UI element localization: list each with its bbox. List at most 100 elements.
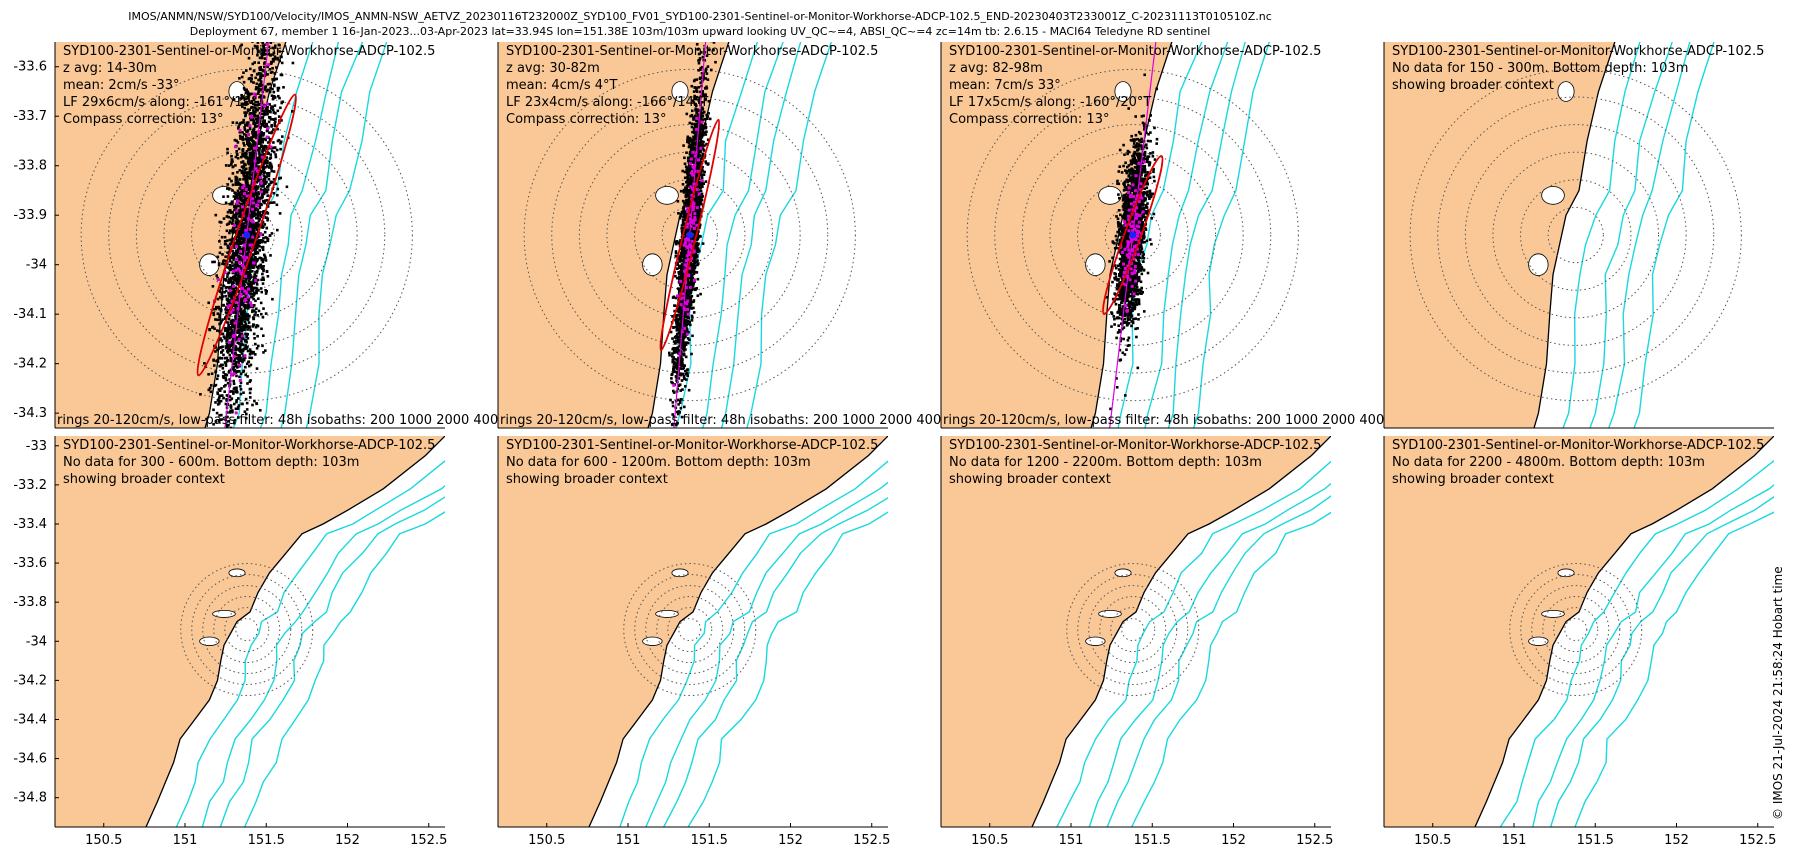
- isobath-1000: [259, 42, 340, 428]
- y-tick-label: -34: [26, 634, 47, 649]
- isobath-2000: [1167, 42, 1246, 428]
- coastline: [1533, 42, 1616, 428]
- panel-footer: rings 20-120cm/s, low-pass filter: 48h i…: [500, 413, 950, 428]
- isobath-1000: [701, 42, 784, 428]
- land-area: [1384, 436, 1774, 827]
- y-tick-label: -34.6: [13, 752, 47, 767]
- velocity-ring-20: [235, 618, 259, 642]
- x-tick-label: 151.5: [248, 833, 285, 848]
- velocity-ring-100: [108, 96, 386, 374]
- map-plot-area: [941, 42, 1299, 428]
- x-tick-label: 152: [1221, 833, 1246, 848]
- x-tick-label: 152.5: [1296, 833, 1333, 848]
- isobath-4000: [1130, 511, 1331, 827]
- x-tick-label: 151: [1059, 833, 1084, 848]
- map-panel-4: SYD100-2301-Sentinel-or-Monitor-Workhors…: [13, 436, 447, 848]
- x-tick-label: 152: [778, 833, 803, 848]
- x-tick-label: 152: [1664, 833, 1689, 848]
- y-tick-label: -34.3: [13, 406, 47, 421]
- mean-velocity-marker: [686, 231, 694, 239]
- bay-inlet-1: [199, 253, 220, 276]
- isobath-200: [675, 42, 759, 428]
- panel-header: SYD100-2301-Sentinel-or-Monitor-Workhors…: [63, 44, 435, 59]
- isobath-2000: [720, 42, 802, 428]
- isobath-1000: [1532, 483, 1774, 827]
- bay-inlet-0: [1098, 186, 1122, 205]
- panel-info-line-1: showing broader context: [1392, 78, 1554, 93]
- isobath-2000: [1106, 495, 1331, 827]
- isobath-4000: [687, 511, 888, 827]
- coastline: [647, 42, 730, 428]
- velocity-ring-80: [135, 124, 358, 346]
- land-area: [55, 42, 286, 428]
- x-tick-label: 150.5: [85, 833, 122, 848]
- panel-header: SYD100-2301-Sentinel-or-Monitor-Workhors…: [949, 44, 1321, 59]
- y-tick-label: -33.2: [13, 478, 47, 493]
- map-plot-area: [55, 436, 445, 827]
- velocity-ring-60: [163, 151, 331, 319]
- coastline: [145, 436, 445, 827]
- panel-info-line-2: LF 23x4cm/s along: -166°/14°T: [506, 95, 708, 110]
- y-tick-label: -33.4: [13, 517, 47, 532]
- y-tick-label: -33.6: [13, 60, 47, 75]
- panel-header: SYD100-2301-Sentinel-or-Monitor-Workhors…: [1392, 44, 1764, 59]
- velocity-ring-20: [678, 618, 702, 642]
- velocity-ring-100: [1437, 96, 1715, 374]
- velocity-ring-40: [667, 607, 713, 653]
- velocity-ring-100: [1077, 574, 1189, 686]
- map-plot-area: [1384, 42, 1742, 428]
- map-panel-2: SYD100-2301-Sentinel-or-Monitor-Workhors…: [940, 42, 1393, 429]
- y-tick-label: -33.9: [13, 208, 47, 223]
- map-plot-area: [1384, 436, 1774, 827]
- variance-ellipse: [659, 118, 721, 352]
- panel-info-line-1: mean: 2cm/s -33°: [63, 78, 179, 93]
- panel-info-line-0: z avg: 30-82m: [506, 61, 600, 76]
- velocity-ring-20: [218, 206, 275, 264]
- panel-header: SYD100-2301-Sentinel-or-Monitor-Workhors…: [63, 438, 435, 453]
- panel-header: SYD100-2301-Sentinel-or-Monitor-Workhors…: [506, 44, 878, 59]
- isobath-2000: [663, 497, 888, 827]
- panel-info-line-1: showing broader context: [949, 472, 1111, 487]
- velocity-ring-40: [224, 607, 270, 653]
- isobath-2000: [280, 42, 364, 428]
- velocity-ring-80: [578, 124, 801, 346]
- isobath-200: [1562, 42, 1641, 428]
- x-tick-label: 152.5: [410, 833, 447, 848]
- velocity-ring-40: [1520, 179, 1632, 291]
- panel-info-line-0: z avg: 82-98m: [949, 61, 1043, 76]
- panel-info-line-0: z avg: 14-30m: [63, 61, 157, 76]
- map-plot-area: [498, 436, 888, 827]
- y-tick-label: -34.4: [13, 712, 47, 727]
- isobath-200: [1499, 459, 1774, 827]
- velocity-ring-20: [1121, 618, 1145, 642]
- velocity-ring-80: [202, 585, 292, 675]
- land-area: [941, 436, 1331, 827]
- panel-info-line-0: No data for 300 - 600m. Bottom depth: 10…: [63, 455, 359, 470]
- bay-inlet-1: [642, 253, 663, 276]
- map-plot-area: [55, 42, 413, 428]
- x-tick-label: 150.5: [971, 833, 1008, 848]
- bay-inlet-1: [1528, 253, 1549, 276]
- isobath-4000: [243, 511, 445, 827]
- velocity-ring-100: [1520, 574, 1632, 686]
- panel-info-line-0: No data for 1200 - 2200m. Bottom depth: …: [949, 455, 1262, 470]
- land-area: [55, 436, 445, 827]
- panel-info-line-1: showing broader context: [63, 472, 225, 487]
- isobath-1000: [201, 484, 445, 827]
- isobath-1000: [645, 481, 888, 827]
- velocity-ring-60: [656, 596, 724, 664]
- panel-info-line-1: showing broader context: [506, 472, 668, 487]
- land-area: [498, 436, 888, 827]
- map-panels: SYD100-2301-Sentinel-or-Monitor-Workhors…: [13, 42, 1776, 848]
- panel-header: SYD100-2301-Sentinel-or-Monitor-Workhors…: [949, 438, 1321, 453]
- velocity-ring-80: [1531, 585, 1621, 675]
- x-tick-label: 151: [1502, 833, 1527, 848]
- map-panel-3: SYD100-2301-Sentinel-or-Monitor-Workhors…: [1383, 42, 1774, 429]
- panel-footer: rings 20-120cm/s, low-pass filter: 48h i…: [57, 413, 507, 428]
- panel-footer: rings 20-120cm/s, low-pass filter: 48h i…: [943, 413, 1393, 428]
- velocity-ring-60: [606, 151, 774, 319]
- y-tick-label: -34.2: [13, 357, 47, 372]
- panel-info-line-1: mean: 4cm/s 4°T: [506, 78, 618, 93]
- y-tick-label: -33.8: [13, 595, 47, 610]
